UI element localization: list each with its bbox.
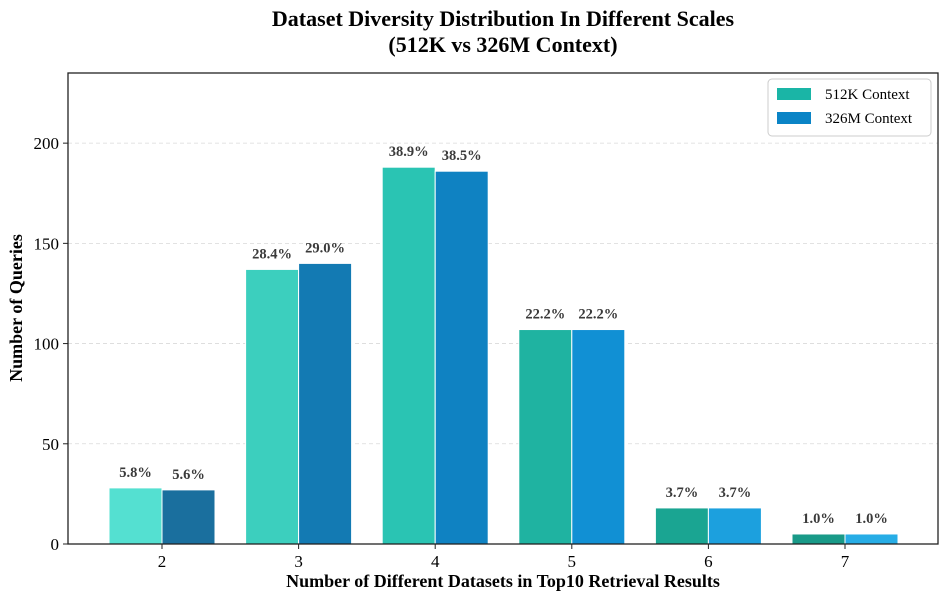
data-label: 5.8% [119,465,152,481]
x-tick-label: 2 [158,552,167,571]
bar-326m-2 [161,489,216,545]
y-tick-label: 100 [34,335,60,354]
x-tick-label: 7 [841,552,850,571]
bar-326m-4 [434,170,489,545]
data-label: 3.7% [719,485,752,501]
x-axis-label: Number of Different Datasets in Top10 Re… [286,571,720,591]
data-label: 1.0% [855,511,888,527]
chart-title: Dataset Diversity Distribution In Differ… [272,6,735,31]
data-label: 3.7% [666,485,699,501]
x-tick-label: 4 [431,552,440,571]
bar-326m-5 [571,329,626,545]
legend-swatch-512k [777,88,811,100]
plot-frame [67,72,939,545]
bar-512k-2 [108,487,163,545]
x-tick-label: 5 [568,552,577,571]
legend-label-326m: 326M Context [825,111,913,127]
legend-swatch-326m [777,112,811,124]
data-label: 38.9% [389,144,429,160]
y-axis-ticks: 0 50 100 150 200 [34,134,68,554]
data-labels-group: 5.8% 28.4% 38.9% 22.2% 3.7% 1.0% 5.6% 29.0% 38.5… [119,144,888,527]
data-label: 5.6% [172,467,205,483]
data-label: 29.0% [305,240,345,256]
bar-512k-4 [381,166,436,545]
y-tick-label: 200 [34,134,60,153]
bars-group [108,166,899,545]
bar-326m-3 [298,262,353,545]
y-tick-label: 150 [34,234,60,253]
bar-512k-7 [791,533,846,545]
legend: 512K Context 326M Context [767,78,932,137]
data-label: 22.2% [525,307,565,323]
x-axis-ticks: 2 3 4 5 6 7 [158,544,850,571]
data-label: 1.0% [802,511,835,527]
chart-subtitle: (512K vs 326M Context) [388,32,617,57]
bar-512k-3 [245,268,300,545]
y-tick-label: 50 [42,435,59,454]
bar-326m-7 [844,533,899,545]
x-tick-label: 3 [294,552,303,571]
y-tick-label: 0 [51,535,60,554]
data-label: 38.5% [442,148,482,164]
legend-label-512k: 512K Context [825,87,910,103]
x-tick-label: 6 [704,552,713,571]
bar-512k-5 [518,329,573,545]
y-axis-label: Number of Queries [6,234,26,382]
data-label: 28.4% [252,246,292,262]
bar-326m-6 [707,507,762,545]
bar-512k-6 [654,507,709,545]
gridlines [68,142,938,445]
data-label: 22.2% [578,307,618,323]
